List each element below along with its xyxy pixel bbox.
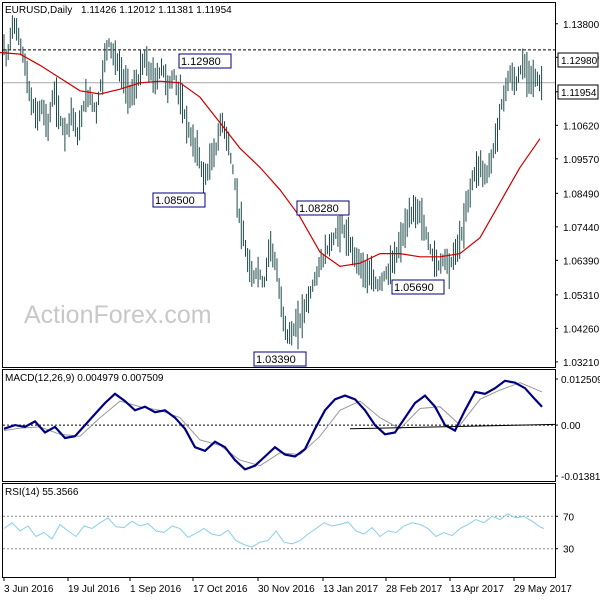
macd-y-tick-label: -0.013813 [561,472,600,483]
annotation-low-oct: 1.08500 [152,192,206,208]
rsi-line [3,513,545,548]
price-y-axis: 1.138001.127501.116701.106201.095701.084… [555,20,600,369]
macd-header: MACD(12,26,9) 0.004979 0.007509 [5,373,164,384]
x-tick-label: 30 Nov 2016 [258,584,315,595]
rsi-header: RSI(14) 55.3566 [5,487,79,498]
annotation-high-jan-text: 1.08280 [299,203,339,215]
x-tick-label: 19 Jul 2016 [68,584,120,595]
current-price-box: 1.11954 [557,84,599,100]
x-tick-label: 13 Jan 2017 [323,584,378,595]
price-y-tick-label: 1.08490 [563,189,600,200]
macd-signal-line [3,382,543,467]
x-tick-label: 1 Sep 2016 [130,584,182,595]
rsi-y-tick-label: 70 [563,512,575,523]
x-tick-label: 28 Feb 2017 [386,584,443,595]
annotation-high: 1.12980 [178,53,232,69]
x-axis: 3 Jun 2016 19 Jul 2016 1 Sep 2016 17 Oct 20… [3,577,572,595]
resistance-price-label: 1.12980 [561,56,598,67]
price-y-tick-label: 1.07440 [563,223,600,234]
annotation-low-mar-text: 1.05690 [394,282,434,294]
resistance-price-box: 1.12980 [557,52,599,68]
annotation-low-dec-text: 1.03390 [256,354,296,366]
symbol-label: EURUSD,Daily [5,5,72,16]
price-y-tick-label: 1.03210 [563,358,600,369]
watermark: ActionForex.com [24,301,212,329]
annotation-low-oct-text: 1.08500 [155,195,195,207]
moving-average-line [0,51,541,268]
current-price-label: 1.11954 [561,88,597,99]
symbol-header: EURUSD,Daily 1.11426 1.12012 1.11381 1.1… [5,5,232,16]
price-panel [2,2,556,368]
x-tick-label: 17 Oct 2016 [193,584,248,595]
rsi-y-axis: 70 30 [555,512,575,556]
macd-trendline [349,423,556,430]
annotation-low-dec: 1.03390 [253,351,307,367]
macd-y-tick-label: 0.012509 [561,375,600,386]
price-y-tick-label: 1.06390 [563,256,600,267]
annotation-high-jan: 1.08280 [296,200,350,216]
annotation-low-mar: 1.05690 [391,279,445,295]
macd-y-tick-label: 0.00 [561,421,581,432]
x-tick-label: 29 May 2017 [514,584,572,595]
price-y-tick-label: 1.10620 [563,121,600,132]
price-y-tick-label: 1.09570 [563,155,600,166]
rsi-y-tick-label: 30 [563,545,575,556]
price-y-tick-label: 1.05310 [563,291,600,302]
ohlc-label: 1.11426 1.12012 1.11381 1.11954 [81,5,232,16]
x-tick-label: 13 Apr 2017 [450,584,504,595]
macd-y-axis: 0.012509 0.00 -0.013813 [555,375,600,483]
x-tick-label: 3 Jun 2016 [4,584,54,595]
macd-line [3,379,543,471]
price-bars [3,15,543,350]
rsi-panel [2,483,556,578]
price-y-tick-label: 1.04260 [563,324,600,335]
price-y-tick-label: 1.13800 [563,20,600,31]
annotation-high-text: 1.12980 [181,56,221,68]
